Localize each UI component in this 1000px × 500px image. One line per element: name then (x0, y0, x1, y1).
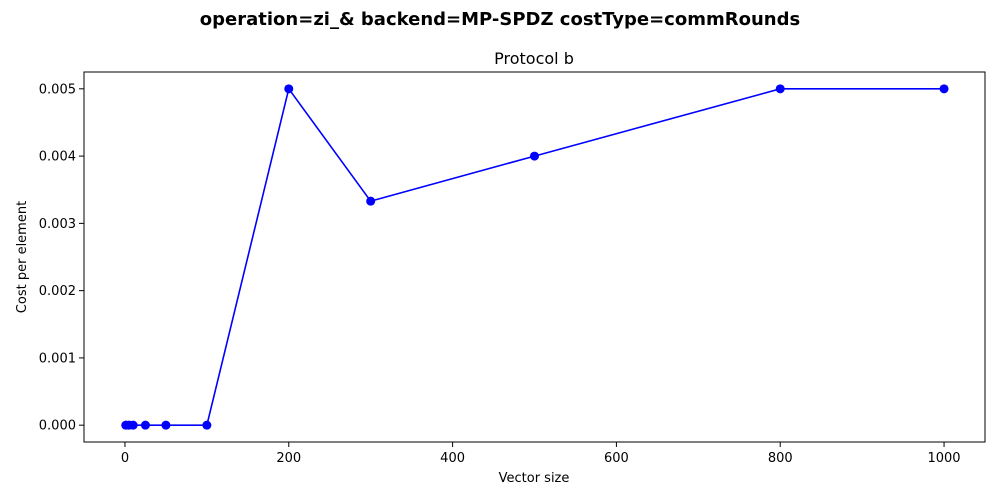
data-point (284, 84, 294, 94)
axes-frame (83, 71, 986, 443)
x-tick-label: 200 (276, 451, 301, 466)
x-tick-label: 0 (121, 451, 129, 466)
data-point (161, 420, 171, 430)
series-line (125, 88, 945, 426)
x-tick-label: 800 (768, 451, 793, 466)
y-tick-label: 0.004 (39, 150, 76, 165)
x-tick-label: 600 (604, 451, 629, 466)
figure-suptitle: operation=zi_& backend=MP-SPDZ costType=… (200, 9, 800, 30)
y-tick-label: 0.005 (39, 82, 76, 97)
data-point (530, 151, 539, 161)
data-point (939, 84, 949, 94)
y-tick-label: 0.003 (39, 217, 76, 232)
y-tick-label: 0.002 (39, 284, 76, 299)
data-point (775, 84, 785, 94)
x-axis-label: Vector size (499, 471, 570, 486)
data-point (140, 420, 150, 430)
x-tick-label: 400 (440, 451, 465, 466)
chart-title: Protocol b (494, 49, 574, 68)
y-axis-label: Cost per element (15, 201, 30, 313)
y-tick-label: 0.001 (39, 351, 76, 366)
data-point (366, 196, 376, 206)
plot-area: 0 200 400 600 800 1000 0.000 0.001 0.002 0.003 0.0… (39, 71, 986, 466)
data-point (202, 420, 212, 430)
data-point (128, 420, 138, 430)
y-tick-label: 0.000 (39, 419, 76, 434)
x-tick-label: 1000 (927, 451, 960, 466)
